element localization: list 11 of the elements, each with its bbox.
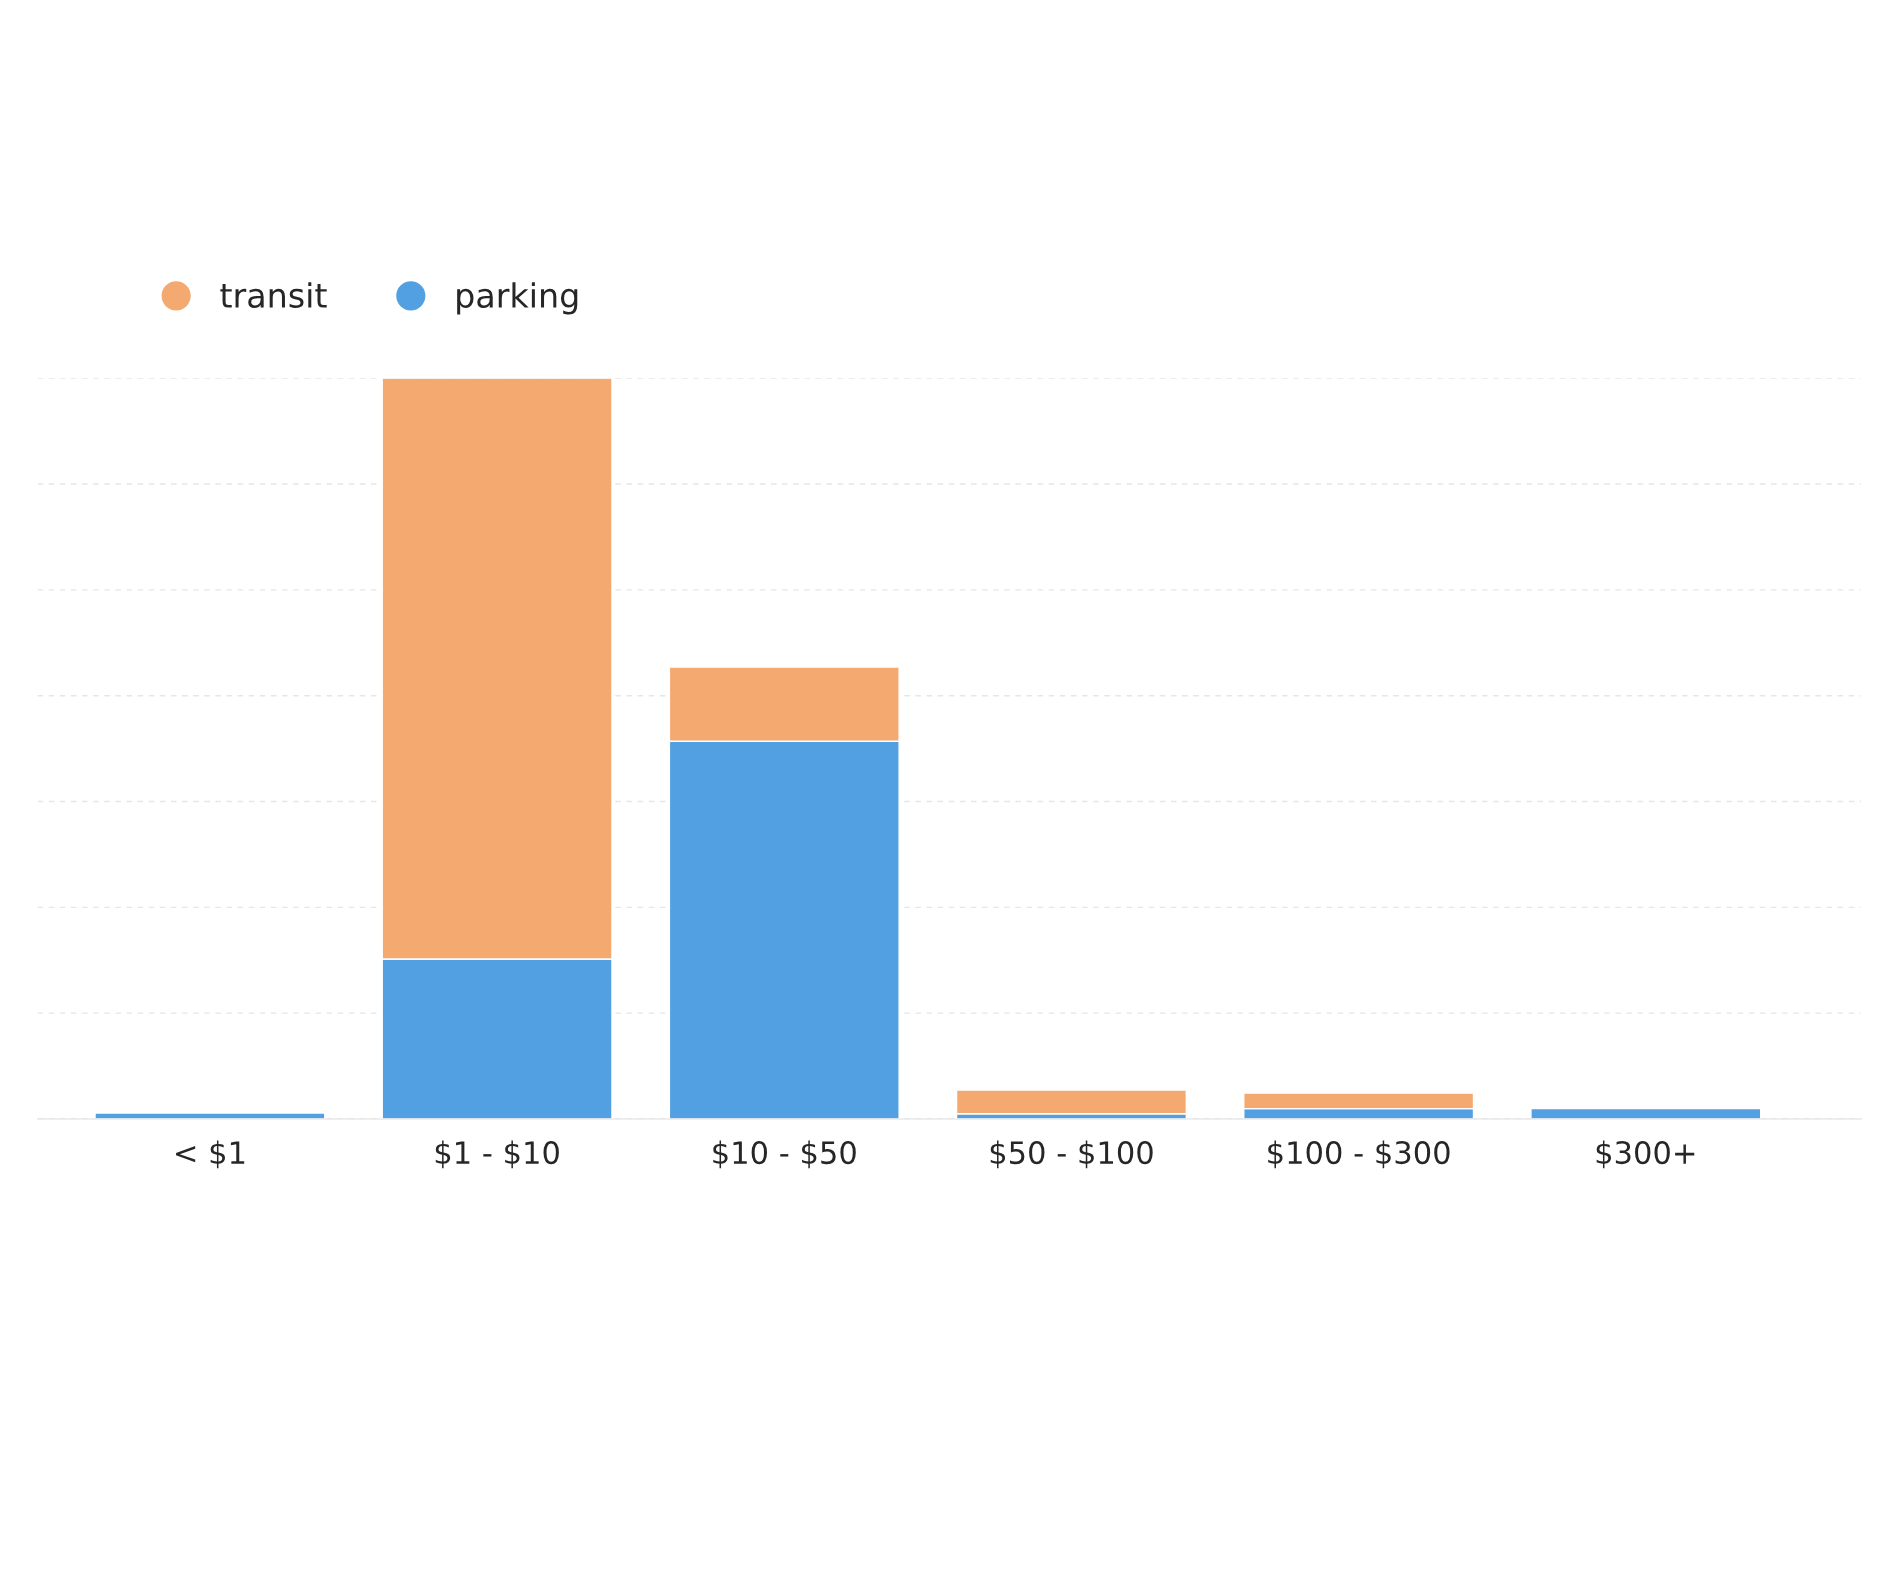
- x-tick-label: < $1: [176, 1140, 245, 1169]
- x-tick-label: $1 - $10: [435, 1140, 559, 1169]
- bar: [1530, 1107, 1762, 1119]
- x-tick-label: $100 - $300: [1268, 1140, 1450, 1169]
- bar: [955, 1089, 1188, 1115]
- x-tick-label: $50 - $100: [990, 1140, 1153, 1169]
- x-tick-label: $300+: [1596, 1140, 1695, 1169]
- x-tick-label: $10 - $50: [713, 1140, 856, 1169]
- legend-label: parking: [457, 282, 578, 315]
- legend-label: transit: [220, 282, 327, 308]
- bar: [94, 1112, 326, 1119]
